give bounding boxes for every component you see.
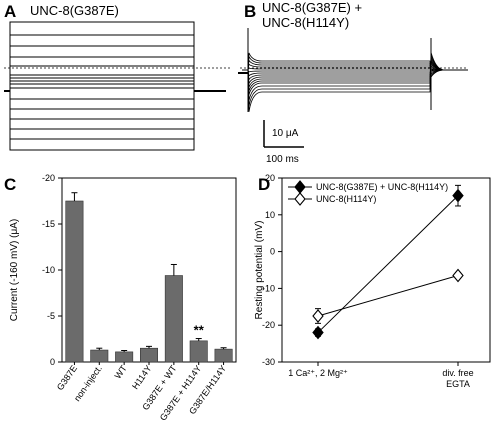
current-trace (6, 34, 218, 92)
y-axis-label: Resting potential (mV) (254, 221, 265, 320)
plot-frame (61, 177, 237, 363)
panel-d-letter: D (258, 175, 270, 194)
x-tick-label: 1 Ca²⁺, 2 Mg²⁺ (288, 368, 348, 378)
scale-current-label: 10 μA (272, 128, 299, 139)
current-trace (6, 90, 218, 110)
x-tick-label: WT (113, 363, 130, 381)
panel-c-letter: C (4, 175, 16, 194)
data-point (452, 188, 464, 203)
bar (90, 349, 109, 363)
bar (65, 200, 84, 363)
bar (189, 340, 208, 363)
y-tick-label: 0 (50, 357, 55, 367)
panel-b-title-line1: UNC-8(G387E) + (262, 0, 362, 15)
series-line (317, 275, 459, 317)
panel-b-letter: B (244, 2, 256, 21)
y-axis-label: Current (-160 mV) (μA) (9, 219, 20, 321)
y-tick-label: 10 (265, 210, 275, 220)
current-trace (6, 74, 218, 92)
x-tick-label: G387E (55, 363, 79, 392)
scale-bar: 10 μA 100 ms (263, 120, 304, 165)
plot-frame (281, 177, 491, 363)
legend-marker (294, 192, 306, 206)
y-tick-label: 20 (265, 173, 275, 183)
y-tick-label: -20 (42, 173, 55, 183)
line-chart-resting-potential: 20 10 0 -10 -20 -30 1 Ca²⁺, 2 Mg²⁺ div. freeEGT… (254, 173, 491, 389)
bar (115, 351, 134, 363)
bar (214, 348, 233, 363)
legend-label: UNC-8(H114Y) (316, 194, 376, 204)
y-tick-label: 0 (270, 247, 275, 257)
y-tick-label: -5 (47, 311, 55, 321)
current-trace (6, 87, 218, 92)
y-tick-label: -10 (42, 265, 55, 275)
significance-annotation: ** (194, 323, 205, 338)
x-tick-label: EGTA (446, 379, 470, 389)
current-trace (6, 80, 218, 92)
panel-a-current-traces (4, 21, 232, 151)
y-tick-label: -20 (262, 320, 275, 330)
current-trace (6, 90, 218, 130)
y-tick-label: -15 (42, 219, 55, 229)
data-point (452, 268, 464, 283)
scale-time-label: 100 ms (266, 154, 299, 165)
data-point (312, 325, 324, 340)
panel-a-title: UNC-8(G387E) (30, 3, 119, 18)
x-tick-label: H114Y (130, 363, 154, 391)
x-tick-label: div. free (442, 368, 473, 378)
bar (164, 275, 183, 363)
current-trace (6, 90, 218, 120)
data-point (312, 309, 324, 323)
y-tick-label: -10 (262, 283, 275, 293)
y-tick-label: -30 (262, 357, 275, 367)
series-line (317, 195, 459, 333)
trace-box (9, 21, 195, 151)
current-trace (6, 56, 218, 92)
current-trace (6, 90, 218, 140)
panel-b-current-traces (238, 28, 468, 112)
bar (140, 347, 159, 363)
current-trace (6, 90, 218, 100)
legend-label: UNC-8(G387E) + UNC-8(H114Y) (316, 182, 448, 192)
panel-a-letter: A (4, 2, 16, 21)
current-trace (242, 52, 466, 112)
legend-marker (294, 180, 306, 194)
panel-b-title-line2: UNC-8(H114Y) (262, 15, 349, 30)
